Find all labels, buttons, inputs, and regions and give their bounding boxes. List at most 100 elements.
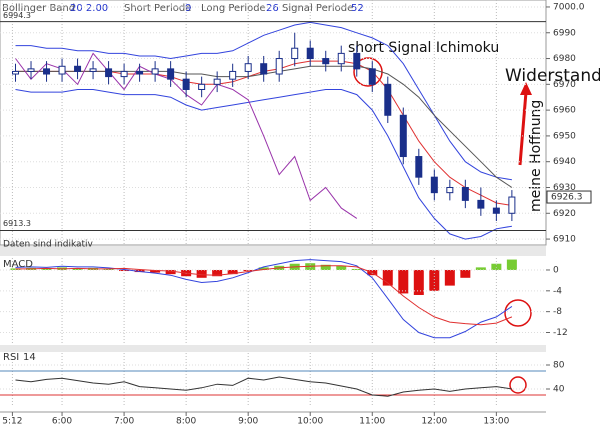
- line: [15, 376, 512, 397]
- y-tick-label: 6920: [553, 209, 576, 219]
- histogram-bar: [165, 269, 176, 275]
- y-tick-label: 6910: [553, 235, 576, 245]
- candle-body: [182, 78, 190, 90]
- y-tick-label: -12: [553, 328, 568, 338]
- candle-body: [58, 65, 66, 75]
- y-tick-label: -8: [553, 307, 562, 317]
- histogram-bar: [212, 269, 223, 277]
- candle-body: [213, 78, 221, 85]
- level-label: 6913.3: [3, 219, 31, 228]
- candle-body: [89, 68, 97, 72]
- y-tick-label: 0: [553, 265, 559, 275]
- histogram-bar: [227, 269, 238, 275]
- candle-body: [120, 70, 128, 78]
- candle-body: [461, 186, 469, 201]
- indicator-label: Long Periode: [201, 3, 266, 14]
- histogram-bar: [72, 268, 83, 270]
- candle-body: [492, 207, 500, 214]
- panel-params: 14: [23, 352, 36, 363]
- candle-body: [384, 83, 392, 116]
- x-tick-label: 13:00: [483, 417, 509, 426]
- y-tick-label: 7000.0: [553, 2, 585, 12]
- candle-body: [74, 65, 82, 72]
- x-tick-label: 7:00: [114, 417, 134, 426]
- annotation: short Signal Ichimoku: [348, 40, 499, 56]
- histogram-bar: [506, 259, 517, 270]
- candle-body: [275, 58, 283, 75]
- x-tick-label: 6:00: [52, 417, 72, 426]
- candle-body: [105, 68, 113, 78]
- panel-title: MACD: [3, 259, 33, 270]
- line: [15, 21, 512, 181]
- histogram-bar: [444, 269, 455, 286]
- y-tick-label: 80: [553, 361, 565, 371]
- main-frame: [0, 0, 547, 246]
- candle-body: [508, 196, 516, 214]
- candle-body: [368, 68, 376, 85]
- histogram-bar: [491, 263, 502, 270]
- x-tick-label: 5:12: [2, 417, 22, 426]
- histogram-bar: [196, 269, 207, 278]
- candle-body: [477, 199, 485, 209]
- candle-body: [229, 70, 237, 80]
- candle-body: [136, 70, 144, 75]
- separator: [0, 345, 546, 352]
- x-tick-label: 11:00: [359, 417, 385, 426]
- candle-body: [399, 114, 407, 158]
- highlight-circle: [509, 376, 527, 394]
- level-label: 6994.3: [3, 11, 31, 20]
- candle-body: [198, 83, 206, 90]
- candle-body: [260, 63, 268, 75]
- candle-body: [27, 68, 35, 72]
- line: [15, 265, 513, 326]
- histogram-bar: [258, 267, 269, 270]
- line: [15, 259, 513, 339]
- histogram-bar: [429, 269, 440, 291]
- candle-body: [43, 68, 51, 75]
- annotation: Widerstand: [505, 66, 600, 86]
- price-tag-label: 6926.3: [551, 193, 583, 203]
- y-tick-label: 6990: [553, 28, 576, 38]
- candle-body: [446, 186, 454, 194]
- y-tick-label: 6970: [553, 80, 576, 90]
- histogram-bar: [382, 269, 393, 286]
- indicator-params: 52: [351, 3, 364, 14]
- histogram-bar: [413, 269, 424, 295]
- candle-body: [306, 47, 314, 60]
- price-tag: [546, 190, 592, 204]
- histogram-bar: [460, 269, 471, 278]
- candle-body: [353, 52, 361, 70]
- indicator-label: Short Periode: [124, 3, 191, 14]
- y-tick-label: 6940: [553, 157, 576, 167]
- separator: [0, 246, 546, 256]
- y-tick-label: 40: [553, 385, 565, 395]
- histogram-bar: [336, 265, 347, 270]
- indicator-label: Signal Periode: [282, 3, 353, 14]
- y-tick-label: 6960: [553, 106, 576, 116]
- x-tick-label: 10:00: [297, 417, 323, 426]
- indicator-params: 20 2.00: [70, 3, 108, 14]
- y-tick-label: 6980: [553, 54, 576, 64]
- candle-body: [167, 68, 175, 80]
- x-tick-label: 8:00: [176, 417, 196, 426]
- candle-body: [337, 52, 345, 65]
- y-tick-label: 6930: [553, 183, 576, 193]
- candle-body: [322, 58, 330, 65]
- line: [15, 89, 512, 240]
- histogram-bar: [398, 269, 409, 294]
- indicator-label: Bollinger Band: [2, 3, 75, 14]
- histogram-bar: [320, 264, 331, 270]
- candle-body: [291, 47, 299, 60]
- annotation: meine Hoffnung: [528, 100, 544, 212]
- y-tick-label: 6950: [553, 131, 576, 141]
- panel-title: RSI: [3, 352, 19, 363]
- y-tick-label: -4: [553, 286, 562, 296]
- candle-body: [244, 63, 252, 72]
- arrow: [518, 91, 528, 166]
- histogram-bar: [41, 268, 52, 270]
- histogram-bar: [475, 267, 486, 270]
- indicator-params: 9: [185, 3, 191, 14]
- histogram-bar: [351, 268, 362, 270]
